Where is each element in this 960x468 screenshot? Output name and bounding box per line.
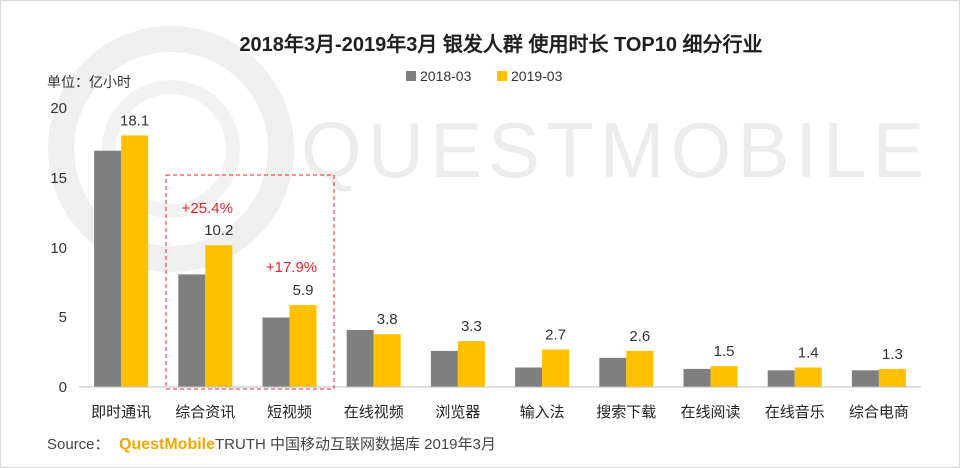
legend-swatch-2019 — [497, 71, 507, 81]
bar-2018 — [178, 274, 206, 387]
highlight-box — [165, 174, 335, 390]
series-2018-bars — [94, 150, 879, 387]
y-tick-label: 5 — [59, 309, 67, 326]
bar-2018 — [851, 370, 879, 387]
bar-2019 — [794, 367, 822, 387]
bar-2019 — [710, 366, 738, 387]
bar-2019 — [457, 341, 485, 387]
x-category-label: 浏览器 — [435, 404, 480, 421]
value-label: 1.5 — [714, 343, 735, 360]
bar-2019 — [121, 135, 149, 387]
growth-annotation-short-video: +17.9% — [266, 259, 317, 276]
bar-2018 — [515, 367, 543, 387]
x-category-label: 综合资讯 — [175, 404, 235, 421]
y-tick-label: 10 — [50, 240, 67, 257]
legend-label-2018: 2018-03 — [420, 68, 472, 84]
x-category-label: 综合电商 — [849, 404, 909, 421]
series-2019-bars — [121, 135, 906, 387]
y-axis: 0 5 10 15 20 — [50, 100, 67, 396]
chart-title: 2018年3月-2019年3月 银发人群 使用时长 TOP10 细分行业 — [239, 32, 762, 56]
source-rest: TRUTH 中国移动互联网数据库 2019年3月 — [215, 436, 496, 453]
unit-label: 单位：亿小时 — [47, 74, 131, 90]
x-category-label: 即时通讯 — [91, 404, 151, 421]
bar-2019 — [205, 245, 233, 387]
bar-2019 — [289, 305, 317, 387]
bar-2018 — [346, 330, 374, 387]
bar-2018 — [430, 350, 458, 387]
x-category-label: 在线音乐 — [765, 404, 825, 421]
legend-swatch-2018 — [406, 71, 416, 81]
x-category-label: 输入法 — [520, 404, 565, 421]
bar-2018 — [94, 150, 122, 387]
y-tick-label: 0 — [59, 379, 67, 396]
source-line: Source： QuestMobile TRUTH 中国移动互联网数据库 201… — [47, 436, 496, 453]
watermark-text: QUESTMOBILE — [301, 106, 930, 194]
y-tick-label: 15 — [50, 170, 67, 187]
value-label: 10.2 — [204, 222, 233, 239]
value-label: 3.3 — [461, 318, 482, 335]
source-brand: QuestMobile — [119, 436, 215, 453]
value-label: 18.1 — [120, 112, 149, 129]
watermark-logo-ring-inner — [102, 80, 240, 218]
source-prefix: Source： — [47, 436, 110, 453]
watermark-logo-ring — [48, 26, 294, 272]
bar-2018 — [262, 317, 290, 387]
value-label: 5.9 — [293, 282, 314, 299]
bar-2018 — [683, 368, 711, 387]
bar-2019 — [542, 349, 570, 387]
x-category-label: 在线阅读 — [680, 404, 740, 421]
value-label: 1.3 — [882, 346, 903, 363]
bar-2019 — [626, 350, 654, 387]
value-labels: 18.1 10.2 5.9 3.8 3.3 2.7 2.6 1.5 1.4 1.… — [120, 112, 903, 363]
legend: 2018-03 2019-03 — [406, 68, 563, 84]
x-category-label: 在线视频 — [344, 404, 404, 421]
value-label: 2.7 — [545, 327, 566, 344]
bar-2018 — [767, 370, 795, 387]
legend-label-2019: 2019-03 — [511, 68, 563, 84]
value-label: 2.6 — [629, 328, 650, 345]
x-axis-categories: 即时通讯 综合资讯 短视频 在线视频 浏览器 输入法 搜索下载 在线阅读 在线音… — [91, 404, 909, 421]
growth-annotation-news: +25.4% — [182, 200, 233, 217]
bar-2018 — [599, 357, 627, 387]
watermark: QUESTMOBILE — [48, 26, 930, 272]
x-category-label: 搜索下载 — [596, 404, 656, 421]
value-label: 1.4 — [798, 345, 819, 362]
y-tick-label: 20 — [50, 100, 67, 117]
bar-2019 — [878, 368, 906, 387]
value-label: 3.8 — [377, 311, 398, 328]
x-category-label: 短视频 — [267, 404, 312, 421]
bar-2019 — [373, 334, 401, 387]
